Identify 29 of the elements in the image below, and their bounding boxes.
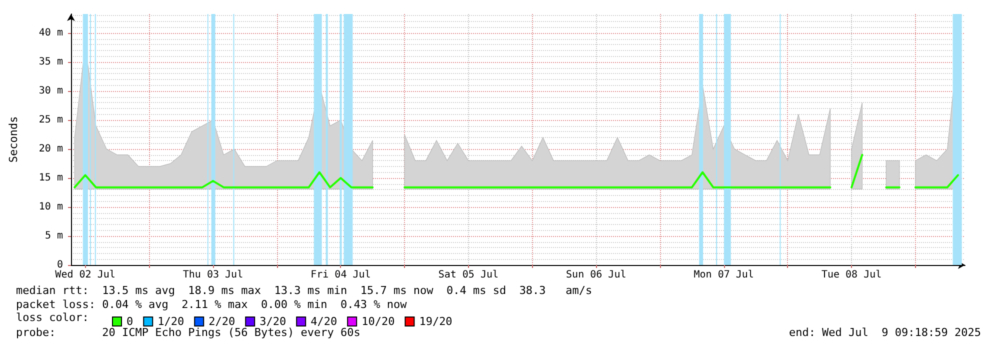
legend-label: 4/20 (310, 315, 338, 328)
y-tick-label: 30 m (38, 86, 63, 97)
legend-label: 10/20 (362, 315, 395, 328)
y-tick-label: 15 m (38, 172, 63, 184)
legend-label: 2/20 (208, 315, 236, 328)
y-tick-label: 35 m (38, 56, 63, 68)
y-tick-label: 5 m (44, 230, 63, 242)
text: median rtt: 13.5 ms avg 18.9 ms max 13.3 ms min 15.7 ms now 0.4 ms sd 38.3 am/s (16, 284, 592, 297)
y-tick-label: 10 m (38, 202, 63, 213)
y-axis-title: Seconds (7, 116, 20, 163)
legend-label: 3/20 (260, 315, 286, 328)
text: packet loss: 0.04 % avg 2.11 % max 0.00 % min 0.43 % now (16, 298, 408, 311)
y-tick-label: 0 (56, 260, 63, 270)
y-tick-label: 40 m (38, 28, 63, 39)
y-tick-label: 20 m (38, 144, 63, 155)
text: end: Wed Jul 9 09:18:59 2025 (788, 326, 982, 339)
legend-title: loss color: (16, 311, 89, 324)
x-tick-label: Fri 04 Jul (310, 270, 371, 280)
x-tick-label: Sun 06 Jul (566, 270, 626, 280)
legend-label: 1/20 (158, 315, 184, 328)
text: probe: 20 ICMP Echo Pings (56 Bytes) every 60s (16, 326, 360, 339)
x-tick-label: Tue 08 Jul (821, 270, 882, 280)
x-tick-label: Wed 02 Jul (55, 270, 116, 280)
legend-label: 19/20 (419, 315, 452, 328)
y-tick-label: 25 m (38, 114, 63, 126)
x-tick-label: Mon 07 Jul (694, 270, 754, 280)
x-tick-label: Thu 03 Jul (182, 270, 244, 280)
legend-label: 0 (126, 315, 134, 328)
x-tick-label: Sat 05 Jul (438, 270, 499, 280)
